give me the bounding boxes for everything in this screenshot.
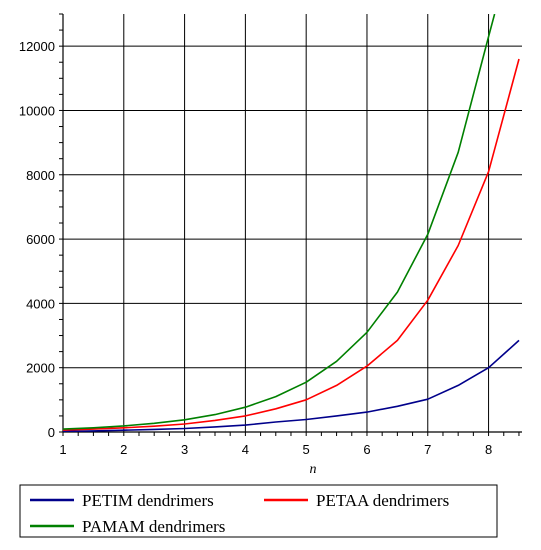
legend-box xyxy=(19,484,498,538)
y-tick-label-6000: 6000 xyxy=(26,232,55,247)
x-axis-label: n xyxy=(310,462,317,477)
series-lines xyxy=(63,14,520,432)
y-tick-label-12000: 12000 xyxy=(19,39,55,54)
x-tick-label-5: 5 xyxy=(303,442,310,457)
axes xyxy=(59,13,522,436)
x-tick-label-4: 4 xyxy=(242,442,249,457)
x-tick-label-2: 2 xyxy=(120,442,127,457)
legend-label-petim: PETIM dendrimers xyxy=(82,491,214,510)
tick-labels: 1 2 3 4 5 6 7 8 0 2000 4000 6000 8000 10000 12000 xyxy=(19,39,492,457)
legend: PETIM dendrimers PETAA dendrimers PAMAM de… xyxy=(19,484,498,538)
x-tick-label-1: 1 xyxy=(59,442,66,457)
series-line-pamam xyxy=(63,14,496,430)
legend-label-pamam: PAMAM dendrimers xyxy=(82,517,225,536)
y-tick-label-0: 0 xyxy=(48,425,55,440)
grid xyxy=(62,14,522,433)
y-tick-label-8000: 8000 xyxy=(26,168,55,183)
series-line-petaa xyxy=(63,58,520,431)
series-line-petim xyxy=(63,339,520,432)
y-tick-label-10000: 10000 xyxy=(19,103,55,118)
x-tick-label-8: 8 xyxy=(485,442,492,457)
y-tick-label-2000: 2000 xyxy=(26,361,55,376)
y-tick-label-4000: 4000 xyxy=(26,296,55,311)
x-tick-label-3: 3 xyxy=(181,442,188,457)
x-tick-label-6: 6 xyxy=(363,442,370,457)
legend-label-petaa: PETAA dendrimers xyxy=(316,491,449,510)
x-tick-label-7: 7 xyxy=(424,442,431,457)
